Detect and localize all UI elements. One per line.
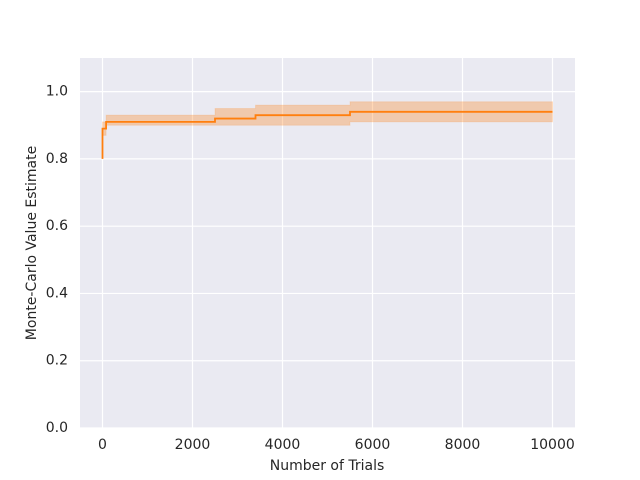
y-axis-label: Monte-Carlo Value Estimate bbox=[24, 146, 40, 340]
y-tick-label: 0.0 bbox=[46, 420, 68, 436]
confidence-band bbox=[102, 101, 553, 159]
y-tick-label: 0.4 bbox=[46, 285, 68, 301]
plot-area bbox=[80, 58, 575, 428]
x-tick-label: 4000 bbox=[265, 437, 301, 453]
line bbox=[101, 110, 553, 159]
x-tick-label: 6000 bbox=[355, 437, 391, 453]
y-tick-label: 1.0 bbox=[46, 84, 68, 100]
x-tick-label: 0 bbox=[98, 437, 107, 453]
x-tick-label: 10000 bbox=[530, 437, 575, 453]
y-tick-label: 0.2 bbox=[46, 353, 68, 369]
y-tick-label: 0.6 bbox=[46, 218, 68, 234]
x-tick-label: 2000 bbox=[175, 437, 211, 453]
y-tick-label: 0.8 bbox=[46, 151, 68, 167]
x-tick-label: 8000 bbox=[445, 437, 481, 453]
x-axis-label: Number of Trials bbox=[270, 458, 385, 474]
